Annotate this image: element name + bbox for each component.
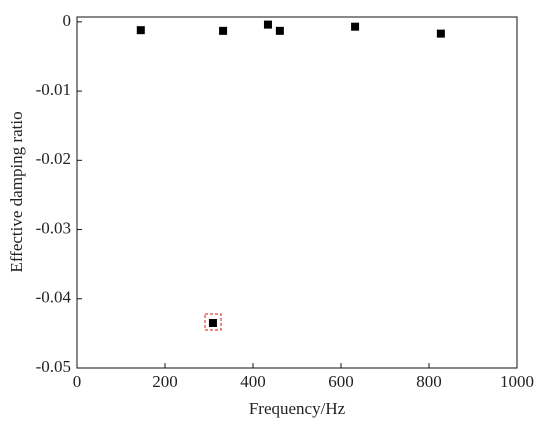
point: [275, 26, 284, 35]
x-tick-label: 800: [416, 372, 442, 391]
x-tick-label: 1000: [500, 372, 534, 391]
x-tick-label: 0: [73, 372, 82, 391]
point: [136, 26, 145, 35]
y-tick-label: -0.03: [36, 218, 71, 237]
point: [351, 22, 360, 31]
x-tick-label: 200: [152, 372, 178, 391]
y-tick-label: 0: [63, 11, 72, 30]
y-tick-label: -0.02: [36, 149, 71, 168]
x-axis-label: Frequency/Hz: [249, 399, 346, 418]
y-tick-label: -0.05: [36, 357, 71, 376]
x-tick-label: 600: [328, 372, 354, 391]
point: [208, 319, 217, 327]
x-tick-label: 400: [240, 372, 266, 391]
y-tick-label: -0.01: [36, 80, 71, 99]
highlight-box: [204, 313, 222, 331]
point: [436, 29, 445, 38]
plot-frame: [76, 16, 518, 369]
y-tick-label: -0.04: [36, 288, 72, 307]
point: [263, 20, 272, 29]
y-axis-label: Effective damping ratio: [7, 111, 26, 272]
point: [219, 26, 228, 35]
